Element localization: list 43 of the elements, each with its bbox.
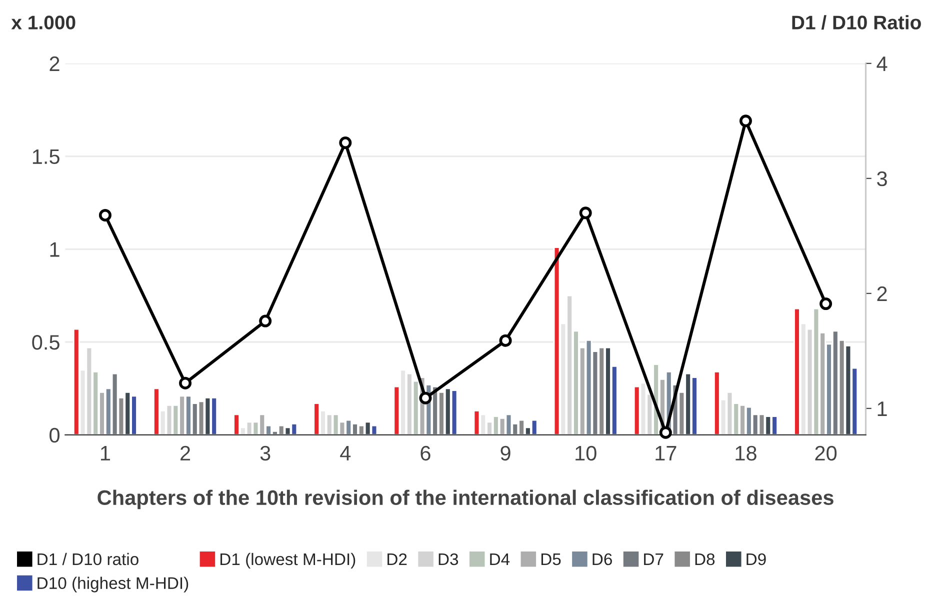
x-tick-label: 1 bbox=[101, 446, 110, 460]
x-tick-label: 9 bbox=[500, 446, 510, 461]
legend-label: D4 bbox=[490, 554, 510, 566]
y2-tick-label: 2 bbox=[877, 286, 887, 301]
x-tick-label: 10 bbox=[576, 446, 596, 461]
y-tick-label: 1 bbox=[50, 242, 60, 257]
y-axis-title: x 1.000 bbox=[11, 16, 76, 30]
y-tick-label: 0.5 bbox=[32, 335, 60, 350]
legend-label: D3 bbox=[438, 553, 458, 566]
legend-label: D1 (lowest M-HDI) bbox=[220, 552, 356, 568]
y-tick-label: 0 bbox=[50, 428, 60, 443]
legend-label: D7 bbox=[644, 554, 664, 566]
legend-label: D8 bbox=[695, 553, 715, 566]
x-tick-label: 20 bbox=[815, 446, 837, 461]
x-tick-label: 17 bbox=[656, 446, 676, 460]
legend-label: D2 bbox=[388, 553, 407, 566]
x-tick-label: 4 bbox=[340, 446, 351, 460]
x-tick-label: 2 bbox=[180, 446, 190, 460]
point bbox=[179, 376, 192, 390]
x-tick-label: 18 bbox=[736, 446, 756, 461]
y2-axis-title: D1 / D10 Ratio bbox=[792, 15, 921, 30]
legend-label: D5 bbox=[541, 554, 561, 566]
y2-tick-label: 4 bbox=[876, 56, 888, 71]
y-tick-label: 1.5 bbox=[32, 150, 60, 164]
legend-label: D9 bbox=[746, 553, 766, 566]
point bbox=[579, 206, 592, 220]
point bbox=[259, 314, 272, 328]
point bbox=[820, 298, 832, 310]
point bbox=[739, 114, 752, 128]
legend-label: D1 / D10 ratio bbox=[38, 552, 138, 566]
y2-tick-label: 3 bbox=[877, 171, 887, 186]
y2-tick-label: 1 bbox=[878, 402, 887, 416]
point bbox=[98, 208, 112, 222]
point bbox=[419, 392, 432, 404]
y-tick-label: 2 bbox=[50, 56, 60, 71]
point bbox=[499, 334, 512, 347]
point bbox=[659, 426, 672, 439]
x-tick-label: 6 bbox=[420, 446, 430, 461]
x-tick-label: 3 bbox=[260, 446, 270, 461]
point bbox=[339, 136, 352, 150]
x-axis-title: Chapters of the 10th revision of the international classification of diseases bbox=[98, 490, 834, 510]
legend-label: D10 (highest M-HDI) bbox=[38, 576, 188, 592]
legend-label: D6 bbox=[592, 553, 612, 566]
